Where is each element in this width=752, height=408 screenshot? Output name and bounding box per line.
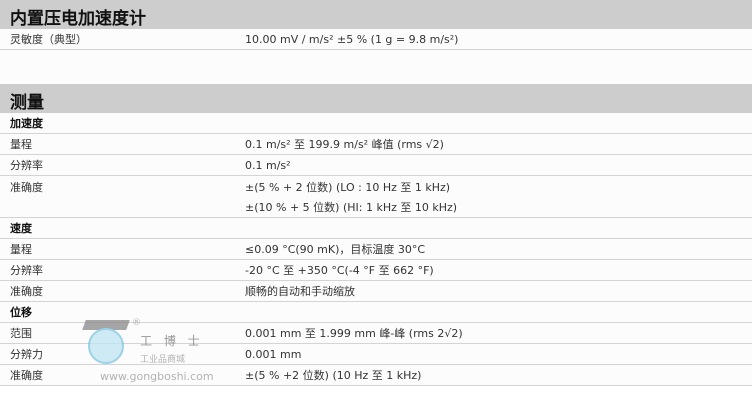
spec-row: 准确度 ±(5 % +2 位数) (10 Hz 至 1 kHz) — [0, 365, 752, 386]
spec-row: 量程 0.1 m/s² 至 199.9 m/s² 峰值 (rms √2) — [0, 134, 752, 155]
subheader-displacement: 位移 — [0, 302, 752, 323]
section-header-accelerometer: 内置压电加速度计 — [0, 0, 752, 29]
spec-row: ±(10 % + 5 位数) (HI: 1 kHz 至 10 kHz) — [0, 197, 752, 218]
spec-label: 分辨力 — [10, 348, 43, 361]
spec-value: 0.001 mm 至 1.999 mm 峰-峰 (rms 2√2) — [245, 327, 463, 340]
spec-label: 范围 — [10, 327, 32, 340]
spec-label: 准确度 — [10, 285, 43, 298]
spec-value: 10.00 mV / m/s² ±5 % (1 g = 9.8 m/s²) — [245, 32, 459, 46]
spec-value: 0.001 mm — [245, 347, 302, 361]
subheader-acceleration: 加速度 — [0, 113, 752, 134]
spec-value: ±(5 % +2 位数) (10 Hz 至 1 kHz) — [245, 369, 422, 382]
spec-row: 灵敏度（典型） 10.00 mV / m/s² ±5 % (1 g = 9.8 m… — [0, 29, 752, 50]
spec-row: 量程 ≤0.09 °C(90 mK)，目标温度 30°C — [0, 239, 752, 260]
spec-label: 分辨率 — [10, 159, 43, 172]
subheader-label: 速度 — [10, 222, 32, 235]
spec-value: 0.1 m/s² — [245, 158, 291, 172]
subheader-velocity: 速度 — [0, 218, 752, 239]
section-header-measurement: 测量 — [0, 84, 752, 113]
spec-label: 灵敏度（典型） — [10, 33, 87, 46]
spec-label: 量程 — [10, 243, 32, 256]
subheader-label: 加速度 — [10, 117, 43, 130]
spec-row: 范围 0.001 mm 至 1.999 mm 峰-峰 (rms 2√2) — [0, 323, 752, 344]
spec-label: 分辨率 — [10, 264, 43, 277]
spec-row: 准确度 ±(5 % + 2 位数) (LO : 10 Hz 至 1 kHz) — [0, 176, 752, 197]
spec-label: 准确度 — [10, 369, 43, 382]
spec-row: 分辨率 0.1 m/s² — [0, 155, 752, 176]
spec-row: 分辨率 -20 °C 至 +350 °C(-4 °F 至 662 °F) — [0, 260, 752, 281]
spec-row: 分辨力 0.001 mm — [0, 344, 752, 365]
spec-value: ±(10 % + 5 位数) (HI: 1 kHz 至 10 kHz) — [245, 201, 458, 214]
spec-row: 准确度 顺畅的自动和手动缩放 — [0, 281, 752, 302]
spec-value: -20 °C 至 +350 °C(-4 °F 至 662 °F) — [245, 264, 434, 277]
subheader-label: 位移 — [10, 306, 32, 319]
spec-value: ±(5 % + 2 位数) (LO : 10 Hz 至 1 kHz) — [245, 180, 451, 194]
spacer — [0, 50, 752, 84]
spec-label: 量程 — [10, 138, 32, 151]
spec-value: ≤0.09 °C(90 mK)，目标温度 30°C — [245, 243, 426, 256]
spec-label: 准确度 — [10, 180, 43, 194]
spec-value: 顺畅的自动和手动缩放 — [245, 285, 355, 298]
spec-value: 0.1 m/s² 至 199.9 m/s² 峰值 (rms √2) — [245, 138, 444, 151]
